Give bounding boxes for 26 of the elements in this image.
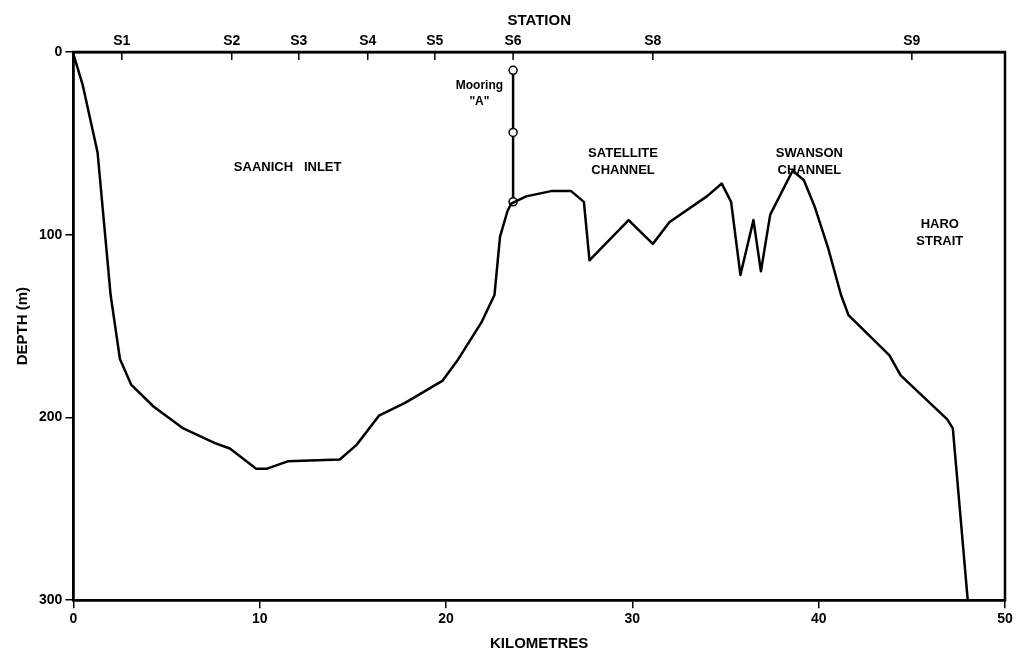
series-label: Mooring "A" [455, 77, 504, 108]
ref-line-label: S4 [359, 31, 377, 48]
x-tick-label: 10 [251, 610, 268, 627]
x-tick-label: 40 [810, 610, 827, 627]
annotation: SAANICH INLET [233, 158, 342, 174]
x-tick-label: 30 [624, 610, 641, 627]
ref-line-label: S9 [903, 31, 921, 48]
annotation: SWANSON CHANNEL [775, 144, 843, 177]
ref-line-label: S8 [644, 31, 662, 48]
annotation: HARO STRAIT [916, 215, 964, 248]
ref-line-label: S1 [113, 31, 131, 48]
y-tick-label: 0 [54, 42, 63, 59]
y-tick-label: 200 [39, 408, 63, 425]
y-axis-title: DEPTH (m) [13, 286, 31, 366]
y-tick-label: 100 [39, 225, 63, 242]
x-tick-label: 0 [69, 610, 78, 627]
x-tick-label: 20 [438, 610, 455, 627]
ref-line-label: S5 [426, 31, 444, 48]
ref-line-label: S3 [290, 31, 308, 48]
x2-axis-title: STATION [507, 11, 571, 29]
ref-line-label: S6 [504, 31, 522, 48]
x-tick-label: 50 [997, 610, 1013, 627]
x-axis-title: KILOMETRES [490, 634, 589, 652]
y-tick-label: 300 [39, 591, 63, 608]
annotation: SATELLITE CHANNEL [588, 144, 659, 177]
ref-line-label: S2 [223, 31, 241, 48]
